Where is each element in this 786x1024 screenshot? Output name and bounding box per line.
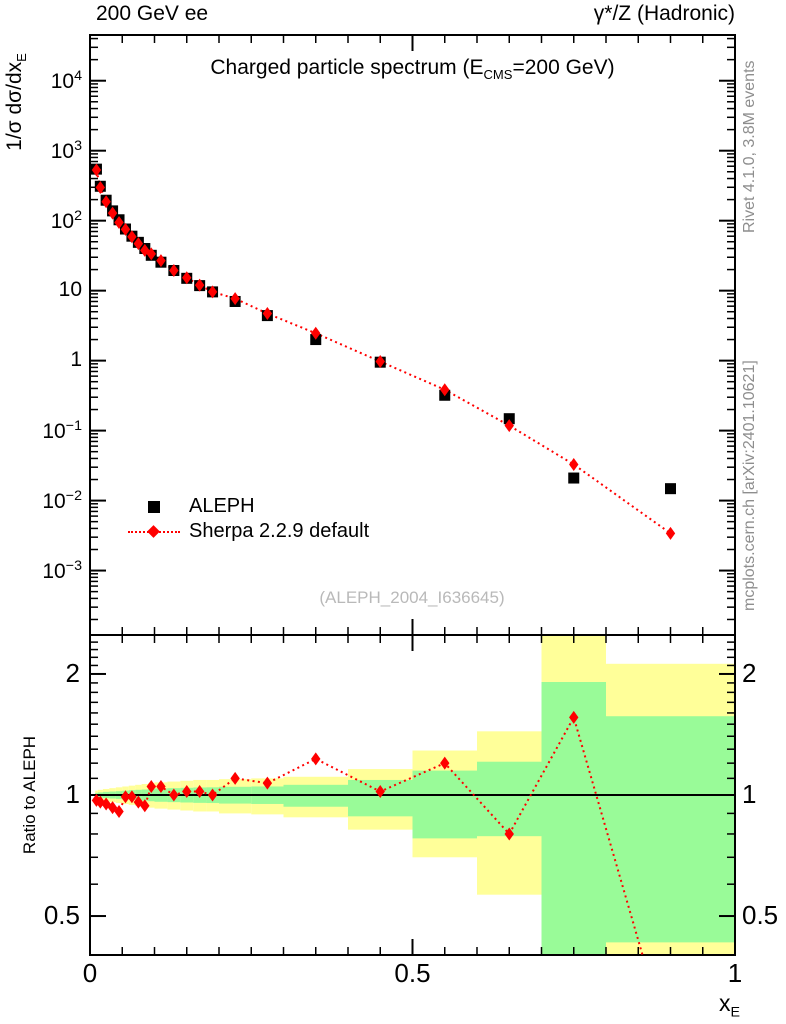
sherpa-data-point <box>375 355 385 369</box>
main-panel-data <box>90 163 676 540</box>
ratio-data-point <box>440 756 450 770</box>
sherpa-line <box>95 169 672 535</box>
ratio-data-point <box>120 790 131 804</box>
square-marker-icon <box>148 500 160 513</box>
y-axis-label-subscript: E <box>14 53 30 62</box>
legend-label-sherpa: Sherpa 2.2.9 default <box>189 520 370 542</box>
y-tick-label: 1 <box>70 347 82 371</box>
ratio-data-point <box>156 779 166 793</box>
legend-label-aleph: ALEPH <box>189 495 255 517</box>
y-tick-label: 10−2 <box>42 487 82 513</box>
x-axis-label-text: x <box>718 990 731 1016</box>
ratio-band-inner <box>477 761 542 837</box>
plot-title: Charged particle spectrum (ECMS=200 GeV) <box>140 56 685 82</box>
sherpa-data-point <box>156 254 166 268</box>
ratio-tick-label-left: 1 <box>65 779 80 809</box>
y-tick-label: 102 <box>50 207 82 233</box>
rivet-version-note: Rivet 4.1.0, 3.8M events <box>741 60 758 234</box>
x-axis-label-subscript: E <box>730 1004 740 1021</box>
sherpa-data-point <box>114 216 124 230</box>
aleph-data-point <box>665 483 676 495</box>
plot-title-suffix: =200 GeV) <box>512 56 615 79</box>
legend-marker-sherpa <box>128 524 180 540</box>
sherpa-data-point <box>262 307 273 321</box>
ratio-data-point <box>207 788 218 802</box>
sherpa-data-point <box>569 457 579 471</box>
ratio-data-point <box>375 785 385 799</box>
x-axis-label: xE <box>690 990 740 1021</box>
legend-item-aleph: ALEPH <box>128 494 369 519</box>
legend-item-sherpa: Sherpa 2.2.9 default <box>128 519 369 544</box>
x-tick-label: 1 <box>727 958 743 988</box>
ratio-tick-label-right: 2 <box>742 657 757 688</box>
sherpa-data-point <box>311 326 321 340</box>
main-panel-frame <box>89 34 736 636</box>
ratio-data-point <box>114 804 124 818</box>
y-tick-label: 10−1 <box>42 417 82 443</box>
ratio-data-point <box>127 790 137 804</box>
analysis-watermark: (ALEPH_2004_I636645) <box>319 588 505 607</box>
legend-marker-aleph <box>128 499 180 515</box>
sherpa-data-point <box>91 163 102 177</box>
y-tick-label: 103 <box>50 137 82 163</box>
ratio-data-point <box>504 827 514 841</box>
x-tick-label: 0 <box>82 958 98 988</box>
sherpa-data-point <box>120 222 131 236</box>
sherpa-data-point <box>207 285 218 299</box>
ratio-data-point <box>262 776 273 790</box>
ratio-data-point <box>569 710 579 724</box>
axis-ticks <box>90 35 735 955</box>
aleph-data-point <box>568 472 580 484</box>
header-beam-label: 200 GeV ee <box>96 2 209 25</box>
ratio-tick-label-right: 0.5 <box>742 900 779 931</box>
mcplots-reference-note: mcplots.cern.ch [arXiv:2401.10621] <box>741 360 758 612</box>
sherpa-data-point <box>101 195 111 209</box>
ratio-tick-label-left: 0.5 <box>43 900 80 931</box>
sherpa-data-point <box>95 180 106 194</box>
plot-title-subscript: CMS <box>483 67 513 83</box>
ratio-data-point <box>311 752 321 766</box>
sherpa-data-point <box>665 526 676 540</box>
sherpa-data-point <box>127 230 137 244</box>
y-tick-label: 10 <box>58 277 82 301</box>
ratio-band-inner <box>541 682 606 955</box>
legend: ALEPH Sherpa 2.2.9 default <box>128 494 369 544</box>
x-tick-label: 0.5 <box>394 958 431 988</box>
y-tick-label: 104 <box>50 67 82 93</box>
ratio-panel-frame <box>89 634 736 956</box>
aleph-data-point <box>503 413 515 425</box>
diamond-marker-icon <box>147 524 160 538</box>
ratio-data-point <box>140 799 150 813</box>
ratio-tick-label-left: 2 <box>65 657 80 688</box>
y-tick-label: 10−3 <box>42 557 82 583</box>
ratio-band-inner <box>606 716 735 943</box>
ratio-tick-label-right: 1 <box>742 779 757 809</box>
sherpa-data-point <box>107 206 118 220</box>
ratio-band-inner <box>412 770 477 839</box>
plot-title-text: Charged particle spectrum (E <box>210 56 484 79</box>
sherpa-data-point <box>504 419 514 433</box>
sherpa-data-point <box>440 383 450 397</box>
header-process-label: γ*/Z (Hadronic) <box>593 2 735 25</box>
